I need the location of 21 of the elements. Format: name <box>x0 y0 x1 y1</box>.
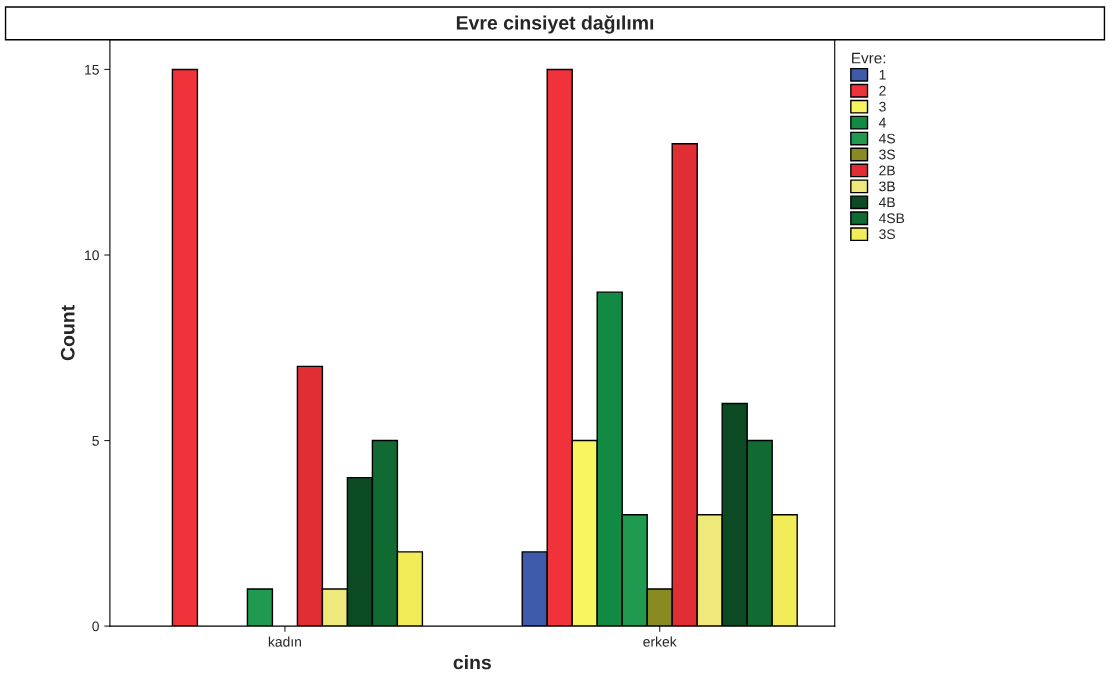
legend-label: 4B <box>878 197 895 208</box>
legend-label: 4S <box>878 133 895 144</box>
legend-label: 2B <box>879 165 895 176</box>
y-tick-label: 0 <box>92 621 99 632</box>
y-tick-label: 5 <box>92 436 99 446</box>
legend-label: 4SB <box>878 213 905 224</box>
legend-label: 2 <box>879 85 886 96</box>
legend-label: 3B <box>879 181 895 192</box>
legend-label: 4 <box>878 117 886 128</box>
legend-title: Evre: <box>852 52 886 64</box>
legend-label: 3S <box>879 229 895 240</box>
y-axis-title: Count <box>60 305 75 361</box>
x-tick-label: kadın <box>268 636 301 647</box>
chart-title: Evre cinsiyet dağılımı <box>456 15 654 34</box>
x-tick-label: erkek <box>643 636 677 647</box>
x-axis-title: cins <box>453 655 491 670</box>
legend-label: 3 <box>879 101 886 112</box>
legend-label: 1 <box>879 70 886 80</box>
y-tick-label: 10 <box>85 250 99 261</box>
legend-label: 3S <box>879 149 895 160</box>
y-tick-label: 15 <box>85 64 99 75</box>
